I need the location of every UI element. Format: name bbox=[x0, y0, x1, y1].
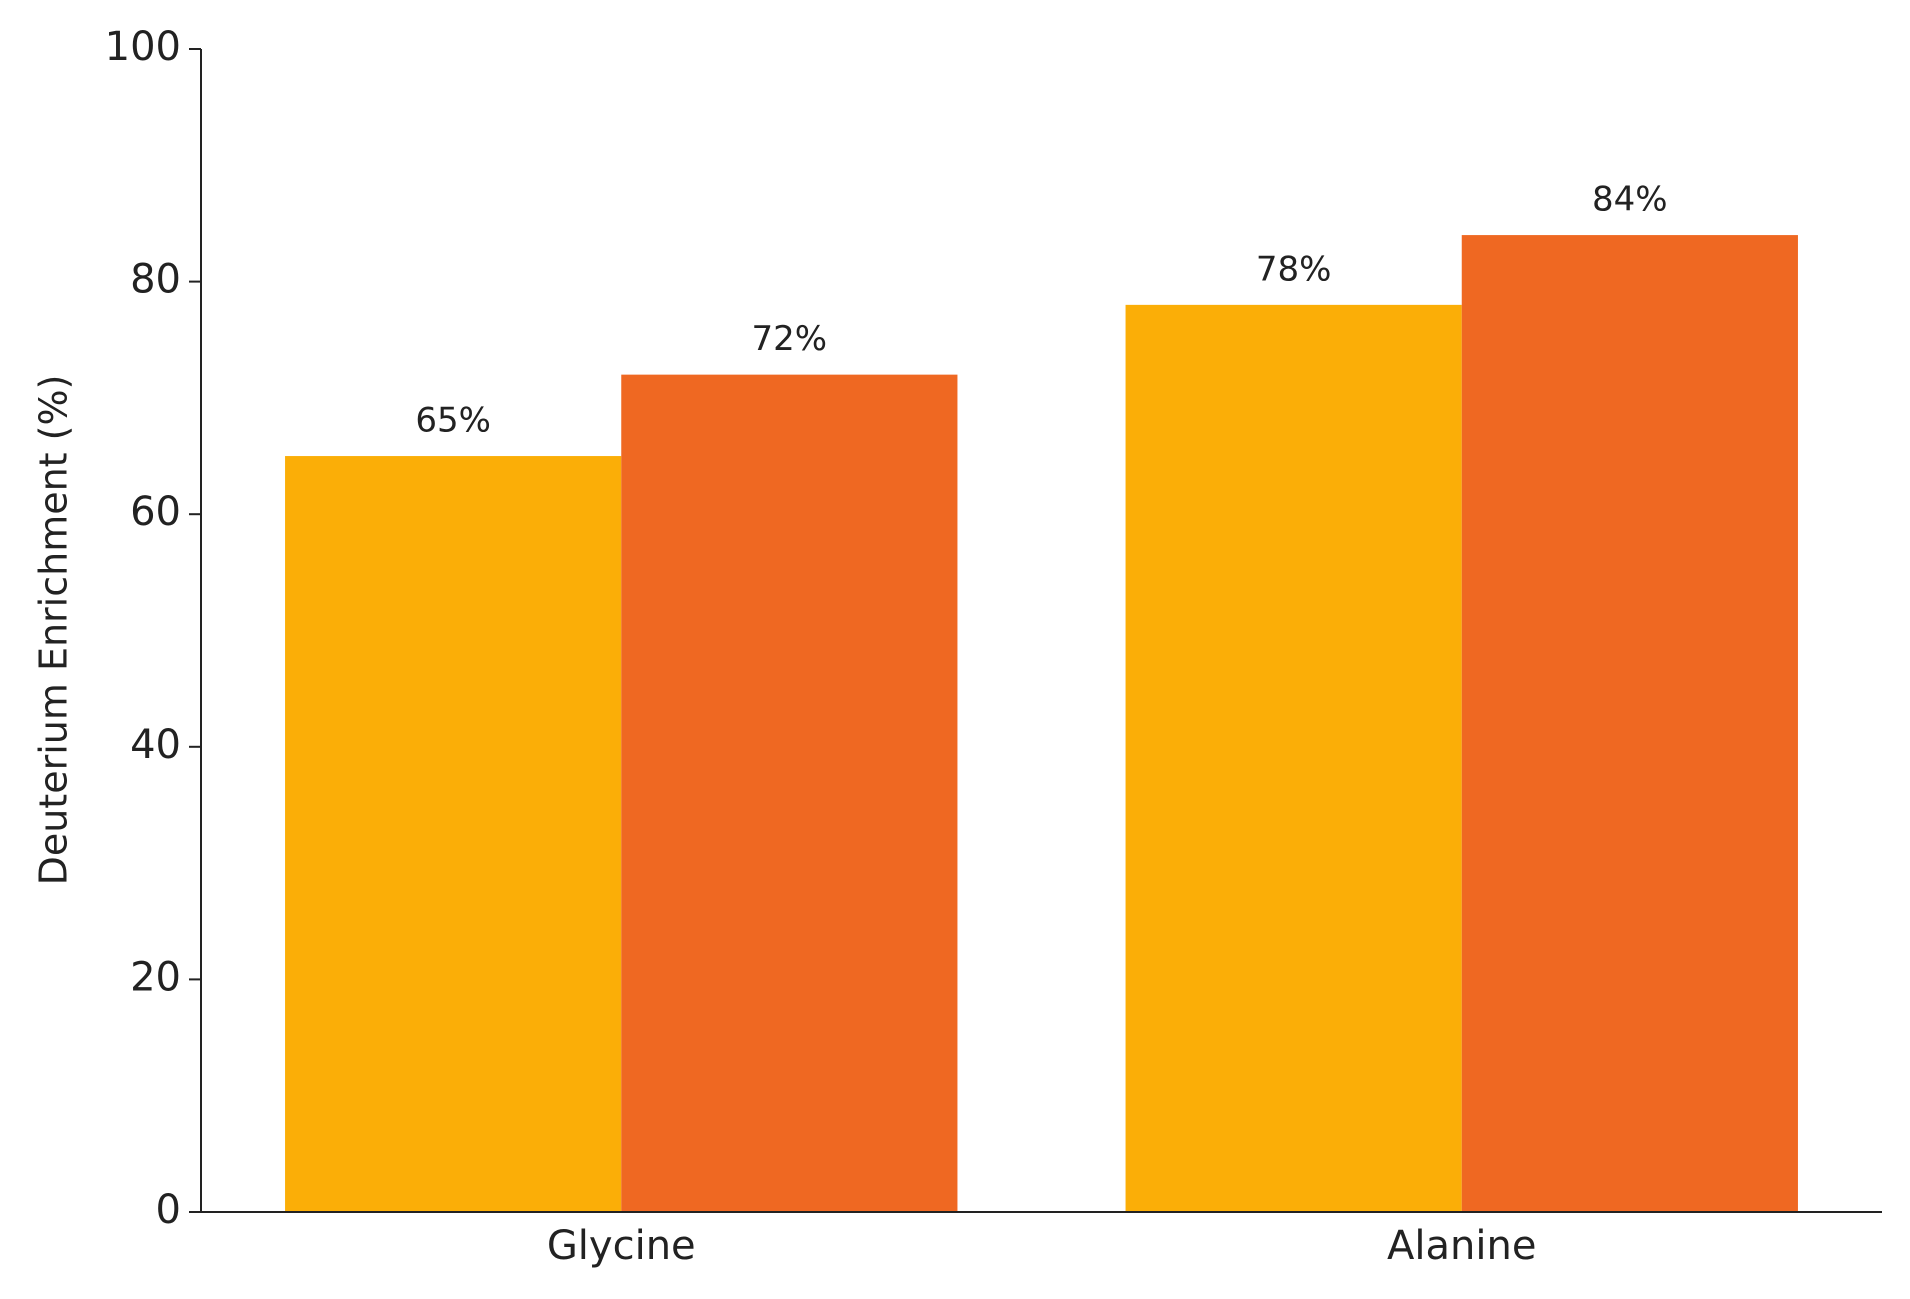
value-label: 65% bbox=[415, 401, 491, 441]
y-axis-title: Deuterium Enrichment (%) bbox=[32, 375, 76, 886]
y-tick-label: 100 bbox=[105, 24, 181, 70]
value-label: 84% bbox=[1592, 180, 1668, 220]
bar bbox=[1125, 304, 1462, 1212]
y-tick-label: 80 bbox=[130, 257, 181, 303]
bar bbox=[621, 374, 958, 1212]
x-tick-label: Alanine bbox=[1387, 1223, 1536, 1269]
y-tick-label: 20 bbox=[130, 954, 181, 1000]
bar bbox=[285, 456, 622, 1212]
y-tick-label: 0 bbox=[156, 1187, 181, 1233]
bar bbox=[1461, 235, 1798, 1212]
y-tick-label: 40 bbox=[130, 722, 181, 768]
value-label: 72% bbox=[752, 319, 828, 359]
value-label: 78% bbox=[1256, 249, 1332, 289]
x-tick-label: Glycine bbox=[547, 1223, 696, 1269]
y-tick-label: 60 bbox=[130, 489, 181, 535]
